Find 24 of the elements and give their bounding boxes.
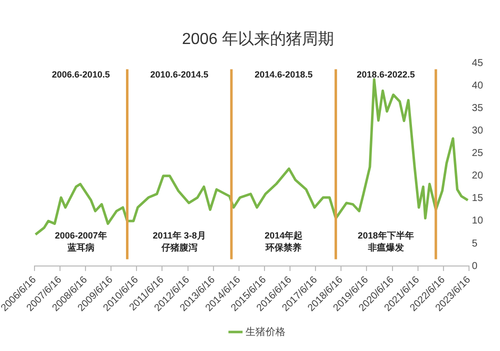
annotation: 2010.6-2014.5 (150, 70, 208, 80)
y-tick-label: 0 (472, 260, 478, 272)
annotation: 非瘟爆发 (366, 242, 404, 253)
y-tick-label: 20 (472, 170, 484, 182)
annotation: 环保禁养 (264, 242, 302, 253)
annotation: 2018年下半年 (358, 230, 414, 241)
y-tick-label: 40 (472, 80, 484, 92)
annotation: 蓝耳病 (66, 242, 94, 253)
annotation: 2006-2007年 (54, 230, 107, 241)
y-tick-label: 10 (472, 216, 484, 227)
annotation: 2006.6-2010.5 (52, 70, 110, 80)
y-tick-label: 25 (472, 148, 484, 160)
chart-title: 2006 年以来的猪周期 (182, 30, 334, 48)
annotation: 仔猪腹泻 (160, 242, 198, 253)
annotation: 2018.6-2022.5 (356, 70, 415, 80)
y-tick-label: 45 (472, 58, 484, 69)
annotation: 2011年 3-8月 (152, 230, 206, 241)
legend-label: 生猪价格 (246, 326, 286, 338)
y-tick-label: 35 (472, 103, 484, 114)
y-tick-label: 30 (472, 126, 484, 137)
y-tick-label: 15 (472, 193, 484, 204)
annotation: 2014年起 (264, 230, 303, 241)
y-tick-label: 5 (472, 238, 478, 250)
annotation: 2014.6-2018.5 (254, 70, 313, 80)
